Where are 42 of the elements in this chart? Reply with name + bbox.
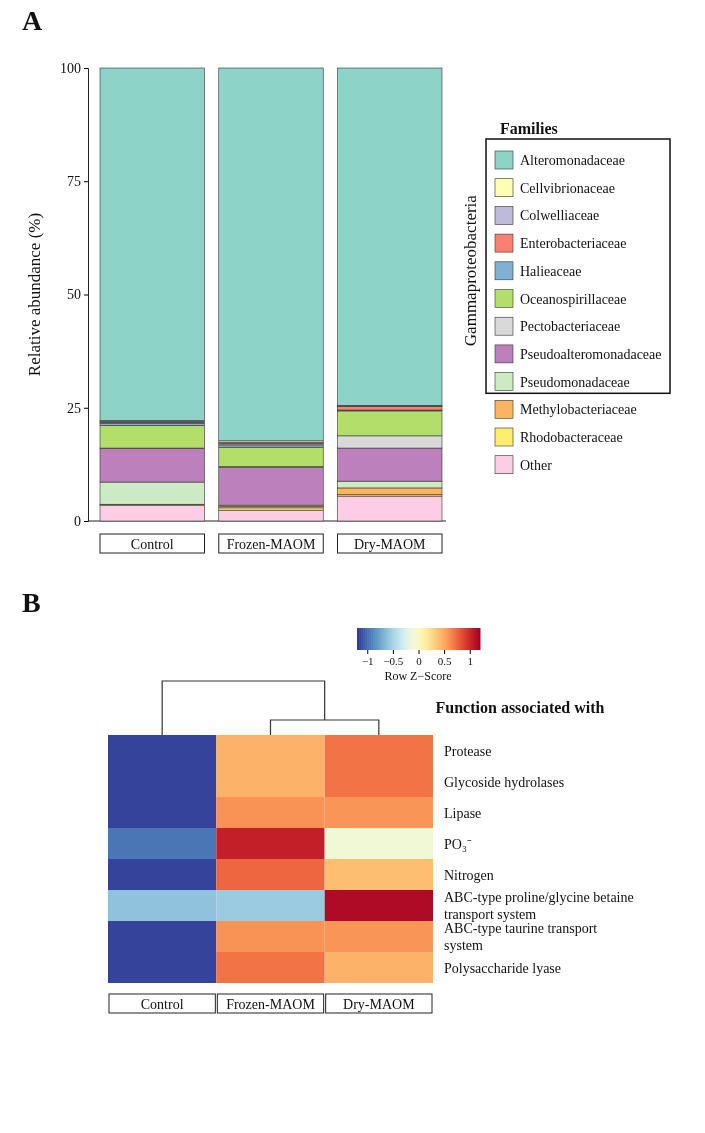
x-tick-label: Frozen-MAOM [226,996,316,1012]
y-tick-label: Glycoside hydrolases [444,774,565,790]
x-tick-label: Dry-MAOM [353,536,427,552]
y-tick-label: Lipase [444,805,482,821]
x-tick-label: Control [130,536,174,552]
x-tick-label: Frozen-MAOM [226,536,316,552]
y-tick-label: 100 [60,60,81,76]
text: Function associated with [435,699,605,716]
text: B [22,587,41,618]
y-tick-label: ABC-type proline/glycine betaine transport system [444,889,634,923]
y-tick-label: 50 [67,287,81,303]
legend-label: Colwelliaceae [520,208,600,224]
y-tick-label: 25 [67,400,81,416]
legend-label: Pectobacteriaceae [520,319,621,335]
legend-label: Other [520,457,553,473]
legend-title: Families [500,120,558,137]
y-tick-label: 75 [67,174,81,190]
text: A [22,5,43,36]
legend-label: Rhodobacteraceae [520,430,623,445]
y-axis-title: Relative abundance (%) [25,212,44,377]
y-tick-label: Polysaccharide lyase [444,960,562,976]
color-bar-label: −0.5 [383,654,404,667]
y-tick-label: Protease [444,743,492,759]
x-tick-label: Control [140,996,184,1012]
y-tick-label: 0 [74,513,81,529]
legend-label: Pseudomonadaceae [520,374,630,390]
color-bar-label: 0.5 [437,654,452,667]
legend-label: Halieaceae [520,263,582,279]
y-tick-label: Nitrogen [444,867,494,883]
color-bar-label: 1 [467,654,473,667]
y-tick-label: PO₃⁻ [444,836,472,852]
legend-label: Oceanospirillaceae [520,291,627,307]
legend-label: Enterobacteriaceae [520,236,627,252]
color-bar-title: Row Z−Score [384,669,452,683]
color-bar-label: −1 [361,654,374,667]
legend-label: Methylobacteriaceae [520,402,637,418]
legend-label: Pseudoalteromonadaceae [520,346,662,362]
color-bar-label: 0 [416,654,423,667]
x-tick-label: Dry-MAOM [343,996,416,1012]
text: Gammaproteobacteria [461,194,480,347]
legend-label: Alteromonadaceae [520,153,625,168]
legend-label: Cellvibrionaceae [520,180,615,196]
